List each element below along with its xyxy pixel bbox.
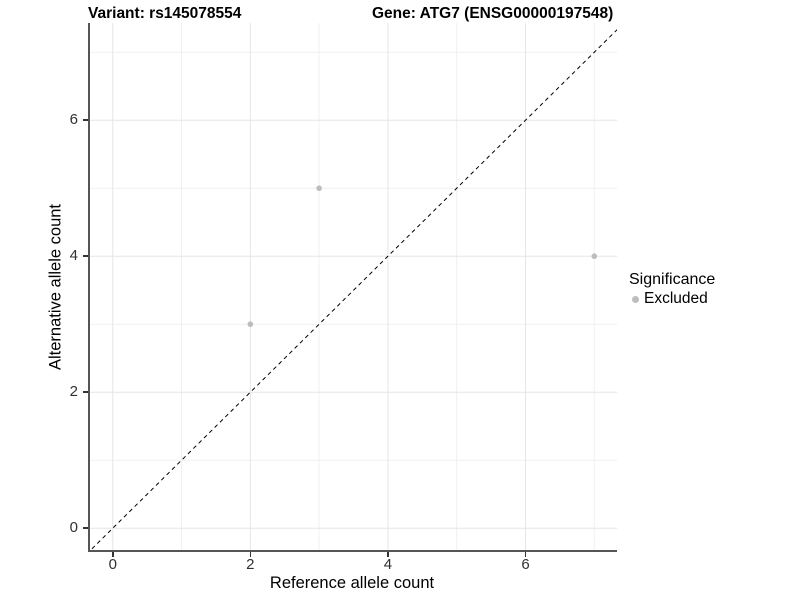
excluded-point-icon [632,295,639,303]
plot-canvas [88,23,617,552]
x-tick-mark [249,552,252,557]
y-tick-mark [83,527,88,529]
x-tick-mark [112,552,114,557]
y-tick-label: 0 [69,519,78,537]
x-tick-mark [387,552,389,557]
y-tick-label: 4 [69,247,78,265]
data-point [247,321,254,328]
legend-item-excluded: Excluded [632,290,715,308]
variant-title: Variant: rs145078554 [88,5,242,22]
plot-panel [88,23,617,552]
y-tick-mark [83,255,88,257]
y-tick-label: 6 [69,111,78,129]
x-tick-label: 2 [246,556,255,573]
y-tick-label: 2 [69,383,78,401]
x-tick-label: 4 [383,556,393,573]
data-point [316,185,322,192]
identity-reference-line [88,29,617,552]
legend-item-label: Excluded [644,290,708,307]
y-axis-title: Alternative allele count [46,203,65,371]
x-tick-mark [524,552,527,557]
data-point [591,253,598,260]
legend: Significance Excluded [629,271,715,308]
x-axis-title: Reference allele count [269,574,435,592]
x-tick-label: 6 [521,556,530,573]
x-tick-label: 0 [108,556,117,573]
gene-title: Gene: ATG7 (ENSG00000197548) [372,5,614,22]
legend-title: Significance [629,271,716,288]
y-tick-mark [83,119,88,121]
y-tick-mark [83,391,88,393]
